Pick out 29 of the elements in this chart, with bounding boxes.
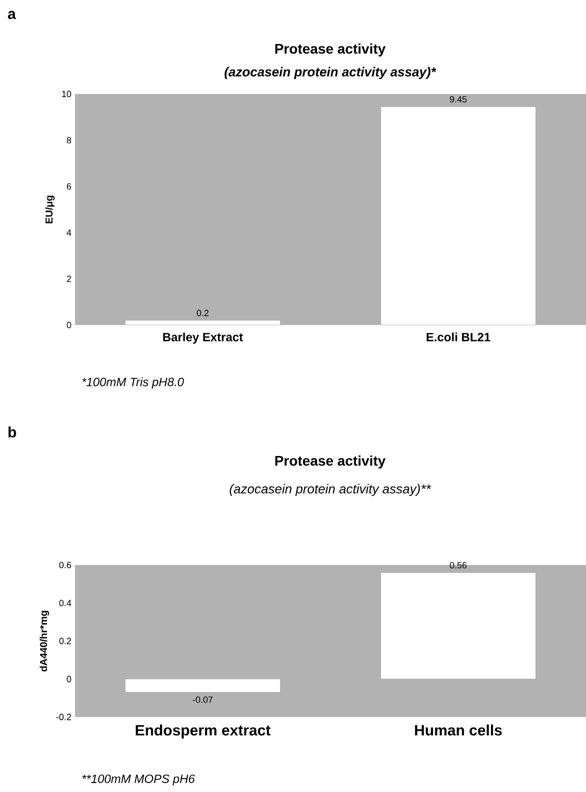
text: b — [8, 426, 16, 438]
y-tick-label: -0.2 — [56, 714, 71, 720]
data-label: 9.45 — [450, 96, 467, 103]
data-label: 0.56 — [450, 562, 467, 568]
text: **100mM MOPS pH6 — [82, 774, 195, 786]
x-tick-label: E.coli BL21 — [426, 332, 490, 342]
y-tick-label: 0 — [66, 676, 72, 682]
y-tick-label: 10 — [62, 90, 72, 98]
text: a — [8, 10, 16, 20]
y-axis-title: dA440/hr*mg — [40, 610, 50, 672]
y-tick-label: 0.4 — [59, 600, 72, 606]
y-tick-label: 4 — [66, 229, 72, 236]
data-label: 0.2 — [196, 310, 208, 316]
text: *100mM Tris pH8.0 — [82, 377, 184, 389]
x-tick-label: Human cells — [415, 724, 502, 736]
chart-title: Protease activity — [275, 455, 386, 469]
y-tick-label: 0.6 — [59, 562, 72, 568]
x-tick-label: Barley Extract — [163, 332, 243, 344]
y-tick-label: 8 — [66, 137, 72, 144]
y-tick-label: 0 — [66, 322, 72, 328]
x-tick-label: Endosperm extract — [136, 724, 270, 739]
chart-subtitle: (azocasein protein activity assay)* — [224, 66, 436, 80]
data-label: -0.07 — [192, 696, 212, 703]
y-tick-label: 2 — [66, 276, 71, 282]
y-tick-label: 0.2 — [59, 638, 71, 644]
y-tick-label: 6 — [66, 183, 72, 190]
chart-title: Protease activity — [275, 43, 386, 57]
chart-subtitle: (azocasein protein activity assay)** — [230, 484, 432, 496]
y-axis-title: EU/μg — [45, 196, 55, 224]
